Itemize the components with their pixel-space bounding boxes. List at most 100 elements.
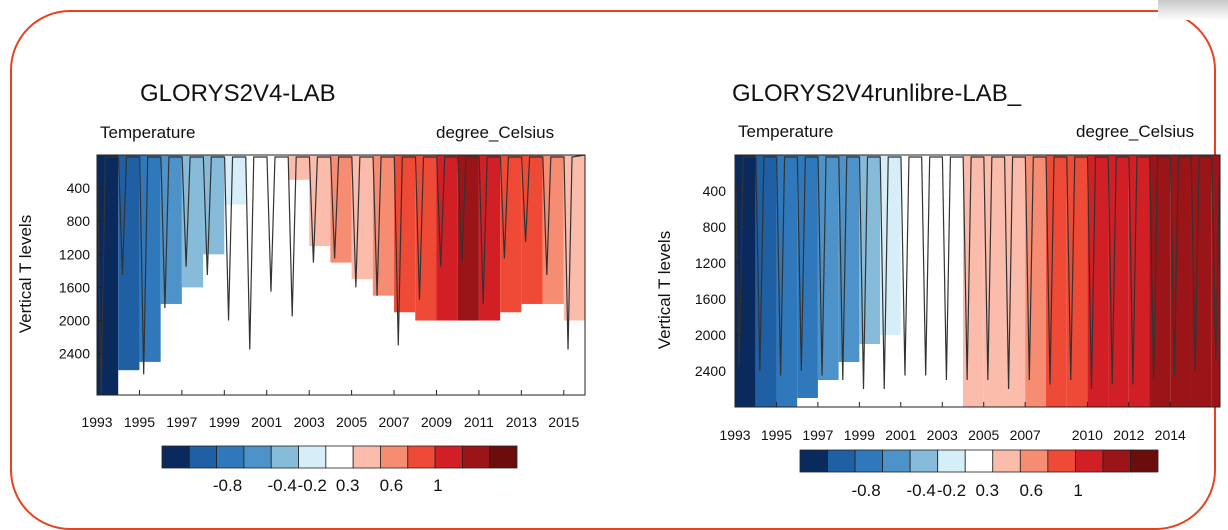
left-x-tick-label: 1997 [166, 414, 197, 430]
right-mld-line [734, 154, 1221, 390]
left-colorbar-cell [216, 445, 245, 469]
right-anomaly-band [900, 155, 922, 407]
right-colorbar-cell [799, 449, 828, 473]
left-colorbar-label: -0.2 [298, 476, 327, 495]
left-anomaly-band [500, 155, 522, 313]
left-colorbar-cell [461, 445, 491, 469]
right-anomaly-band [880, 155, 901, 335]
right-anomaly-band [962, 155, 984, 407]
right-anomaly-band [921, 155, 943, 407]
left-x-tick-label: 2003 [294, 414, 325, 430]
left-x-tick-label: 2015 [548, 414, 579, 430]
right-x-tick-label: 2012 [1113, 427, 1144, 443]
chart-title-right: GLORYS2V4runlibre-LAB_ [732, 80, 1022, 107]
right-x-tick-label: 2014 [1155, 427, 1186, 443]
right-colorbar-label: 0.6 [1020, 481, 1044, 500]
right-anomaly-band [1170, 155, 1191, 407]
right-colorbar-cell [1047, 449, 1076, 473]
left-colorbar-label: -0.4 [268, 476, 297, 495]
right-colorbar-cell [1130, 449, 1159, 473]
right-x-tick-label: 1995 [761, 427, 792, 443]
left-anomaly-band [436, 155, 458, 321]
right-y-tick-label: 1200 [695, 255, 726, 271]
right-colorbar-cell [1019, 449, 1049, 473]
right-anomaly-band [1066, 155, 1088, 407]
right-colorbar-label: 0.3 [975, 481, 999, 500]
right-colorbar-label: -0.2 [937, 481, 966, 500]
left-x-tick-label: 1995 [124, 414, 155, 430]
right-x-tick-label: 2010 [1072, 427, 1103, 443]
right-plot-frame [734, 154, 1221, 408]
left-anomaly-band [542, 155, 564, 304]
right-anomaly-band [1190, 155, 1212, 407]
right-x-tick-label: 1999 [844, 427, 875, 443]
left-x-tick-label: 2009 [421, 414, 452, 430]
variable-label-right: Temperature [738, 122, 834, 141]
left-colorbar-cell [243, 445, 272, 469]
right-colorbar-label: -0.8 [851, 481, 880, 500]
unit-label-right: degree_Celsius [1076, 122, 1195, 141]
right-colorbar-cell [1102, 449, 1131, 473]
left-colorbar-cell [489, 445, 518, 469]
left-colorbar-label: 0.6 [380, 476, 404, 495]
left-colorbar-label: 0.3 [336, 476, 360, 495]
left-y-tick-label: 400 [67, 180, 91, 196]
right-x-tick-label: 1993 [719, 427, 750, 443]
right-y-tick-label: 2400 [695, 363, 726, 379]
left-x-tick-label: 2001 [251, 414, 282, 430]
left-colorbar-cell [325, 445, 354, 469]
right-anomaly-band [1128, 155, 1150, 407]
left-colorbar-cell [407, 445, 436, 469]
right-x-tick-label: 2001 [885, 427, 916, 443]
right-anomaly-band [1045, 155, 1067, 407]
right-anomaly-band [1149, 155, 1171, 407]
right-y-tick-label: 1600 [695, 291, 726, 307]
right-colorbar-cell [992, 449, 1021, 473]
right-x-tick-label: 1997 [802, 427, 833, 443]
left-anomaly-band [245, 155, 267, 180]
right-colorbar-cell [909, 449, 939, 473]
right-anomaly-band [1108, 155, 1129, 407]
right-colorbar-cell [937, 449, 966, 473]
left-x-tick-label: 2011 [464, 414, 494, 430]
left-anomaly-band [478, 155, 501, 321]
left-y-tick-label: 1600 [59, 279, 90, 295]
right-anomaly-band [942, 155, 963, 407]
right-colorbar-label: 1 [1073, 481, 1082, 500]
right-y-tick-label: 800 [703, 219, 727, 235]
corner-shadow [1158, 0, 1228, 20]
right-anomaly-band [797, 155, 818, 398]
unit-label-left: degree_Celsius [436, 123, 555, 142]
left-colorbar-cell [270, 445, 299, 469]
left-anomaly-band [118, 155, 140, 371]
left-mld-line [96, 154, 586, 396]
left-anomaly-band [521, 155, 543, 304]
right-anomaly-band [776, 155, 798, 407]
chart-left: 400 800 1200 1600 2000 2400 1993 1995 1997 1999 20… [59, 154, 1221, 500]
chart-title-left: GLORYS2V4-LAB [140, 80, 336, 107]
right-anomaly-band [735, 155, 756, 407]
right-colorbar-cell [882, 449, 911, 473]
right-colorbar-cell [854, 449, 884, 473]
right-y-tick-label: 400 [703, 183, 727, 199]
left-x-tick-label: 2007 [378, 414, 409, 430]
right-x-tick-label: 2005 [968, 427, 999, 443]
left-colorbar-cell [380, 445, 409, 469]
left-colorbar-cell [161, 445, 190, 469]
left-colorbar-label: 1 [433, 476, 442, 495]
left-colorbar-label: -0.8 [213, 476, 242, 495]
left-y-tick-label: 1200 [59, 246, 90, 262]
left-anomaly-band [224, 155, 246, 205]
right-colorbar-cell [827, 449, 856, 473]
left-anomaly-band [266, 155, 288, 180]
right-anomaly-band [983, 155, 1005, 407]
left-y-tick-label: 2400 [59, 346, 90, 362]
right-anomaly-band [1004, 155, 1026, 407]
left-anomaly-band [181, 155, 204, 288]
right-anomaly-band [755, 155, 777, 407]
right-anomaly-band [1211, 155, 1220, 407]
left-x-tick-label: 1993 [81, 414, 112, 430]
right-x-tick-label: 2007 [1010, 427, 1041, 443]
left-colorbar-cell [298, 445, 327, 469]
right-colorbar-cell [1074, 449, 1104, 473]
